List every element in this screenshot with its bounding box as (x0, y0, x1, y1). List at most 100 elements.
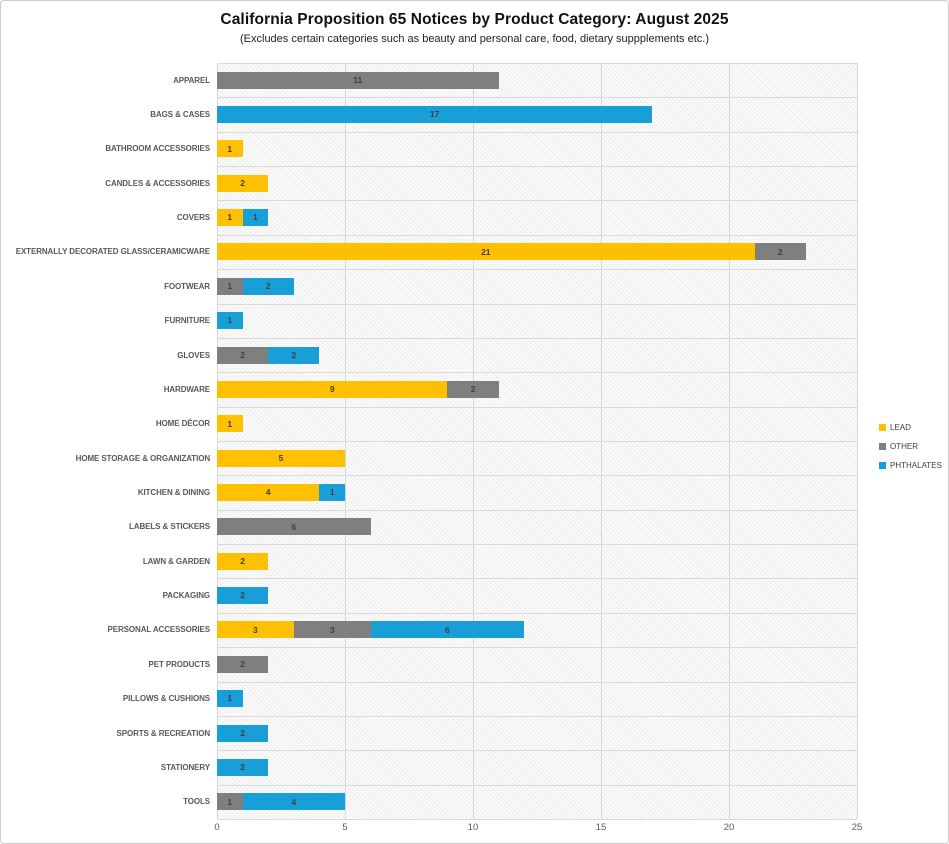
bar-value-label: 4 (265, 487, 271, 498)
gridline-horizontal (217, 578, 857, 580)
bar-segment-lead: 5 (217, 449, 345, 467)
bar-segment-phthalates: 2 (268, 346, 320, 364)
gridline-horizontal (217, 475, 857, 477)
bar-value-label: 1 (227, 693, 233, 704)
bar-row: 5 (217, 441, 857, 475)
category-label: COVERS (176, 213, 210, 223)
category-label: STATIONERY (160, 762, 210, 772)
x-tick-label: 20 (723, 822, 735, 833)
bar-row: 2 (217, 750, 857, 784)
bar-segment-lead: 21 (217, 243, 755, 261)
bar-segment-lead: 1 (217, 140, 243, 158)
category-row: PILLOWS & CUSHIONS (1, 682, 210, 716)
gridline-horizontal (217, 131, 857, 133)
bar-value-label: 6 (445, 624, 450, 635)
category-label: KITCHEN & DINING (137, 488, 210, 498)
bar-value-label: 17 (429, 109, 440, 120)
bar-segment-phthalates: 2 (242, 277, 294, 295)
bar-segment-other: 2 (217, 655, 269, 673)
bar-segment-other: 2 (217, 346, 269, 364)
bar-value-label: 2 (240, 590, 245, 601)
bar-segment-phthalates: 2 (217, 758, 269, 776)
bar-segment-other: 2 (754, 243, 806, 261)
bar-segment-lead: 2 (217, 174, 269, 192)
gridline-horizontal (217, 612, 857, 614)
bar-value-label: 2 (265, 281, 271, 292)
category-row: STATIONERY (1, 750, 210, 784)
category-row: HARDWARE (1, 372, 210, 406)
bar-row: 1 (217, 132, 857, 166)
category-label: APPAREL (173, 75, 210, 85)
bar-value-label: 2 (240, 556, 245, 566)
category-row: EXTERNALLY DECORATED GLASS/CERAMICWARE (1, 235, 210, 269)
bar-value-label: 2 (240, 178, 245, 188)
bar-segment-lead: 3 (217, 621, 294, 639)
gridline-horizontal (217, 819, 857, 820)
gridline-horizontal (217, 269, 857, 271)
category-label: SPORTS & RECREATION (116, 728, 210, 738)
category-label: PET PRODUCTS (148, 659, 211, 669)
bar-segment-other: 1 (217, 793, 243, 811)
bar-row: 17 (217, 97, 857, 131)
bar-value-label: 2 (240, 727, 245, 738)
legend-label: OTHER (890, 442, 918, 451)
bar-row: 6 (217, 510, 857, 544)
bar-value-label: 3 (253, 624, 258, 635)
bar-row: 1 (217, 304, 857, 338)
category-row: KITCHEN & DINING (1, 475, 210, 509)
category-row: LAWN & GARDEN (1, 544, 210, 578)
legend-swatch (879, 462, 886, 469)
bar-value-label: 21 (481, 246, 491, 257)
category-label: BAGS & CASES (150, 110, 210, 120)
gridline-horizontal (217, 647, 857, 649)
bar-segment-phthalates: 1 (217, 690, 243, 708)
legend-item-other: OTHER (879, 437, 942, 456)
bar-value-label: 2 (470, 384, 476, 395)
category-label: CANDLES & ACCESSORIES (105, 178, 210, 188)
bar-value-label: 1 (227, 212, 233, 223)
gridline-horizontal (217, 509, 857, 511)
legend-label: LEAD (890, 423, 911, 432)
bar-value-label: 2 (240, 349, 245, 360)
bar-segment-phthalates: 1 (217, 312, 243, 330)
gridline-horizontal (217, 544, 857, 546)
category-label: HOME DÉCOR (155, 419, 210, 429)
bar-segment-other: 1 (217, 277, 243, 295)
bar-segment-lead: 1 (217, 415, 243, 433)
bar-row: 2 (217, 578, 857, 612)
bar-row: 2 (217, 647, 857, 681)
category-row: HOME DÉCOR (1, 407, 210, 441)
gridline-horizontal (217, 63, 857, 64)
chart-subtitle: (Excludes certain categories such as bea… (240, 33, 709, 45)
category-row: BATHROOM ACCESSORIES (1, 132, 210, 166)
category-label: HARDWARE (163, 384, 210, 394)
bar-value-label: 4 (291, 796, 297, 807)
gridline-horizontal (217, 681, 857, 683)
category-label: HOME STORAGE & ORGANIZATION (75, 453, 210, 463)
bar-segment-phthalates: 2 (217, 724, 269, 742)
bar-value-label: 9 (329, 384, 335, 395)
gridline-vertical (857, 63, 858, 819)
category-row: PERSONAL ACCESSORIES (1, 613, 211, 647)
category-row: APPAREL (1, 63, 210, 97)
bar-segment-lead: 2 (217, 552, 269, 570)
bar-value-label: 1 (253, 212, 258, 223)
category-row: BAGS & CASES (1, 97, 210, 131)
plot-area: 11 17 1 2 1 1 21 2 1 2 1 2 2 9 2 1 5 4 1 6 2 2 3 3 6 2 1 2 2 1 4 (217, 63, 858, 820)
category-label: PACKAGING (162, 591, 211, 601)
category-row: PACKAGING (1, 578, 211, 612)
gridline-horizontal (217, 441, 857, 442)
gridline-horizontal (217, 166, 857, 168)
gridline-horizontal (217, 337, 857, 339)
bar-row: 21 2 (217, 235, 857, 269)
bar-row: 1 (217, 682, 857, 716)
category-row: FURNITURE (1, 304, 210, 338)
bar-value-label: 2 (291, 349, 297, 360)
category-label: LABELS & STICKERS (129, 522, 210, 532)
legend-swatch (879, 443, 886, 450)
category-label: PERSONAL ACCESSORIES (107, 625, 211, 635)
bar-value-label: 2 (777, 246, 783, 257)
